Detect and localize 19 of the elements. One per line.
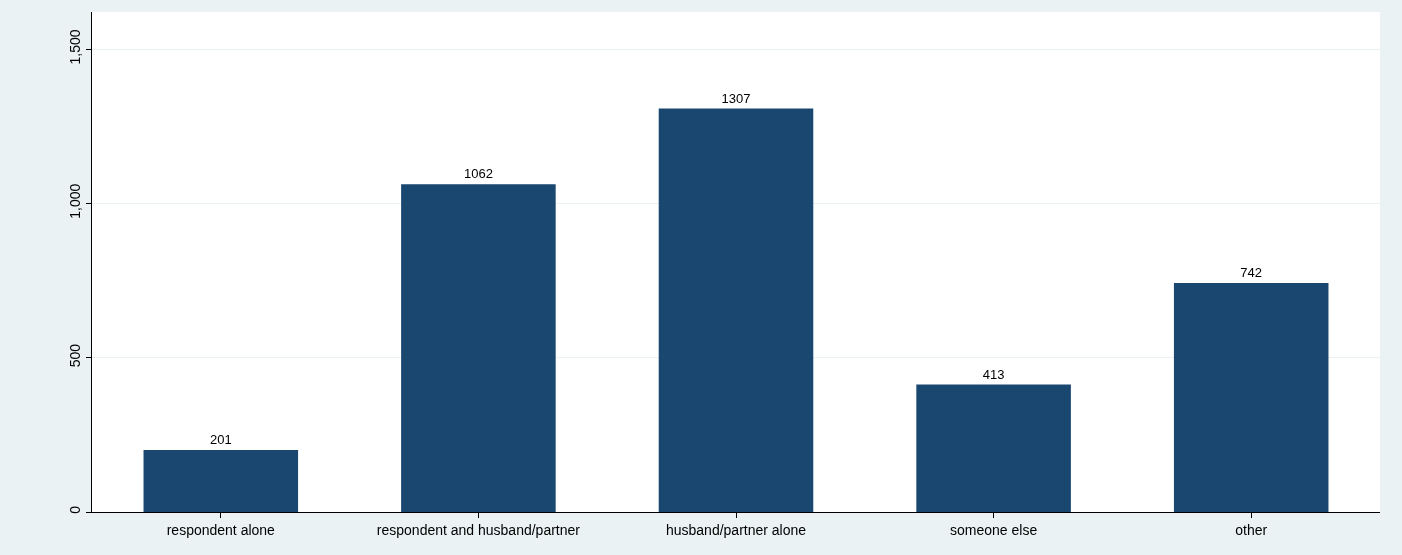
y-tick-label: 500: [67, 343, 84, 368]
bar: [143, 449, 299, 512]
x-tick-label: respondent and husband/partner: [376, 521, 581, 538]
bar: [916, 384, 1071, 512]
data-label: 413: [982, 366, 1005, 382]
data-label: 1307: [721, 90, 751, 106]
data-label: 742: [1240, 264, 1263, 280]
y-tick-label: 0: [67, 505, 84, 514]
y-tick-label: 1,000: [67, 183, 84, 219]
x-tick-label: respondent alone: [166, 521, 276, 538]
bar: [658, 108, 814, 512]
x-tick-label: other: [1235, 521, 1268, 538]
x-tick-label: husband/partner alone: [665, 521, 807, 538]
bar: [401, 184, 556, 512]
data-label: 1062: [463, 166, 493, 182]
bar: [1173, 282, 1329, 512]
data-label: 201: [209, 431, 232, 447]
y-tick-label: 1,500: [67, 29, 84, 65]
x-tick-label: someone else: [950, 521, 1038, 538]
